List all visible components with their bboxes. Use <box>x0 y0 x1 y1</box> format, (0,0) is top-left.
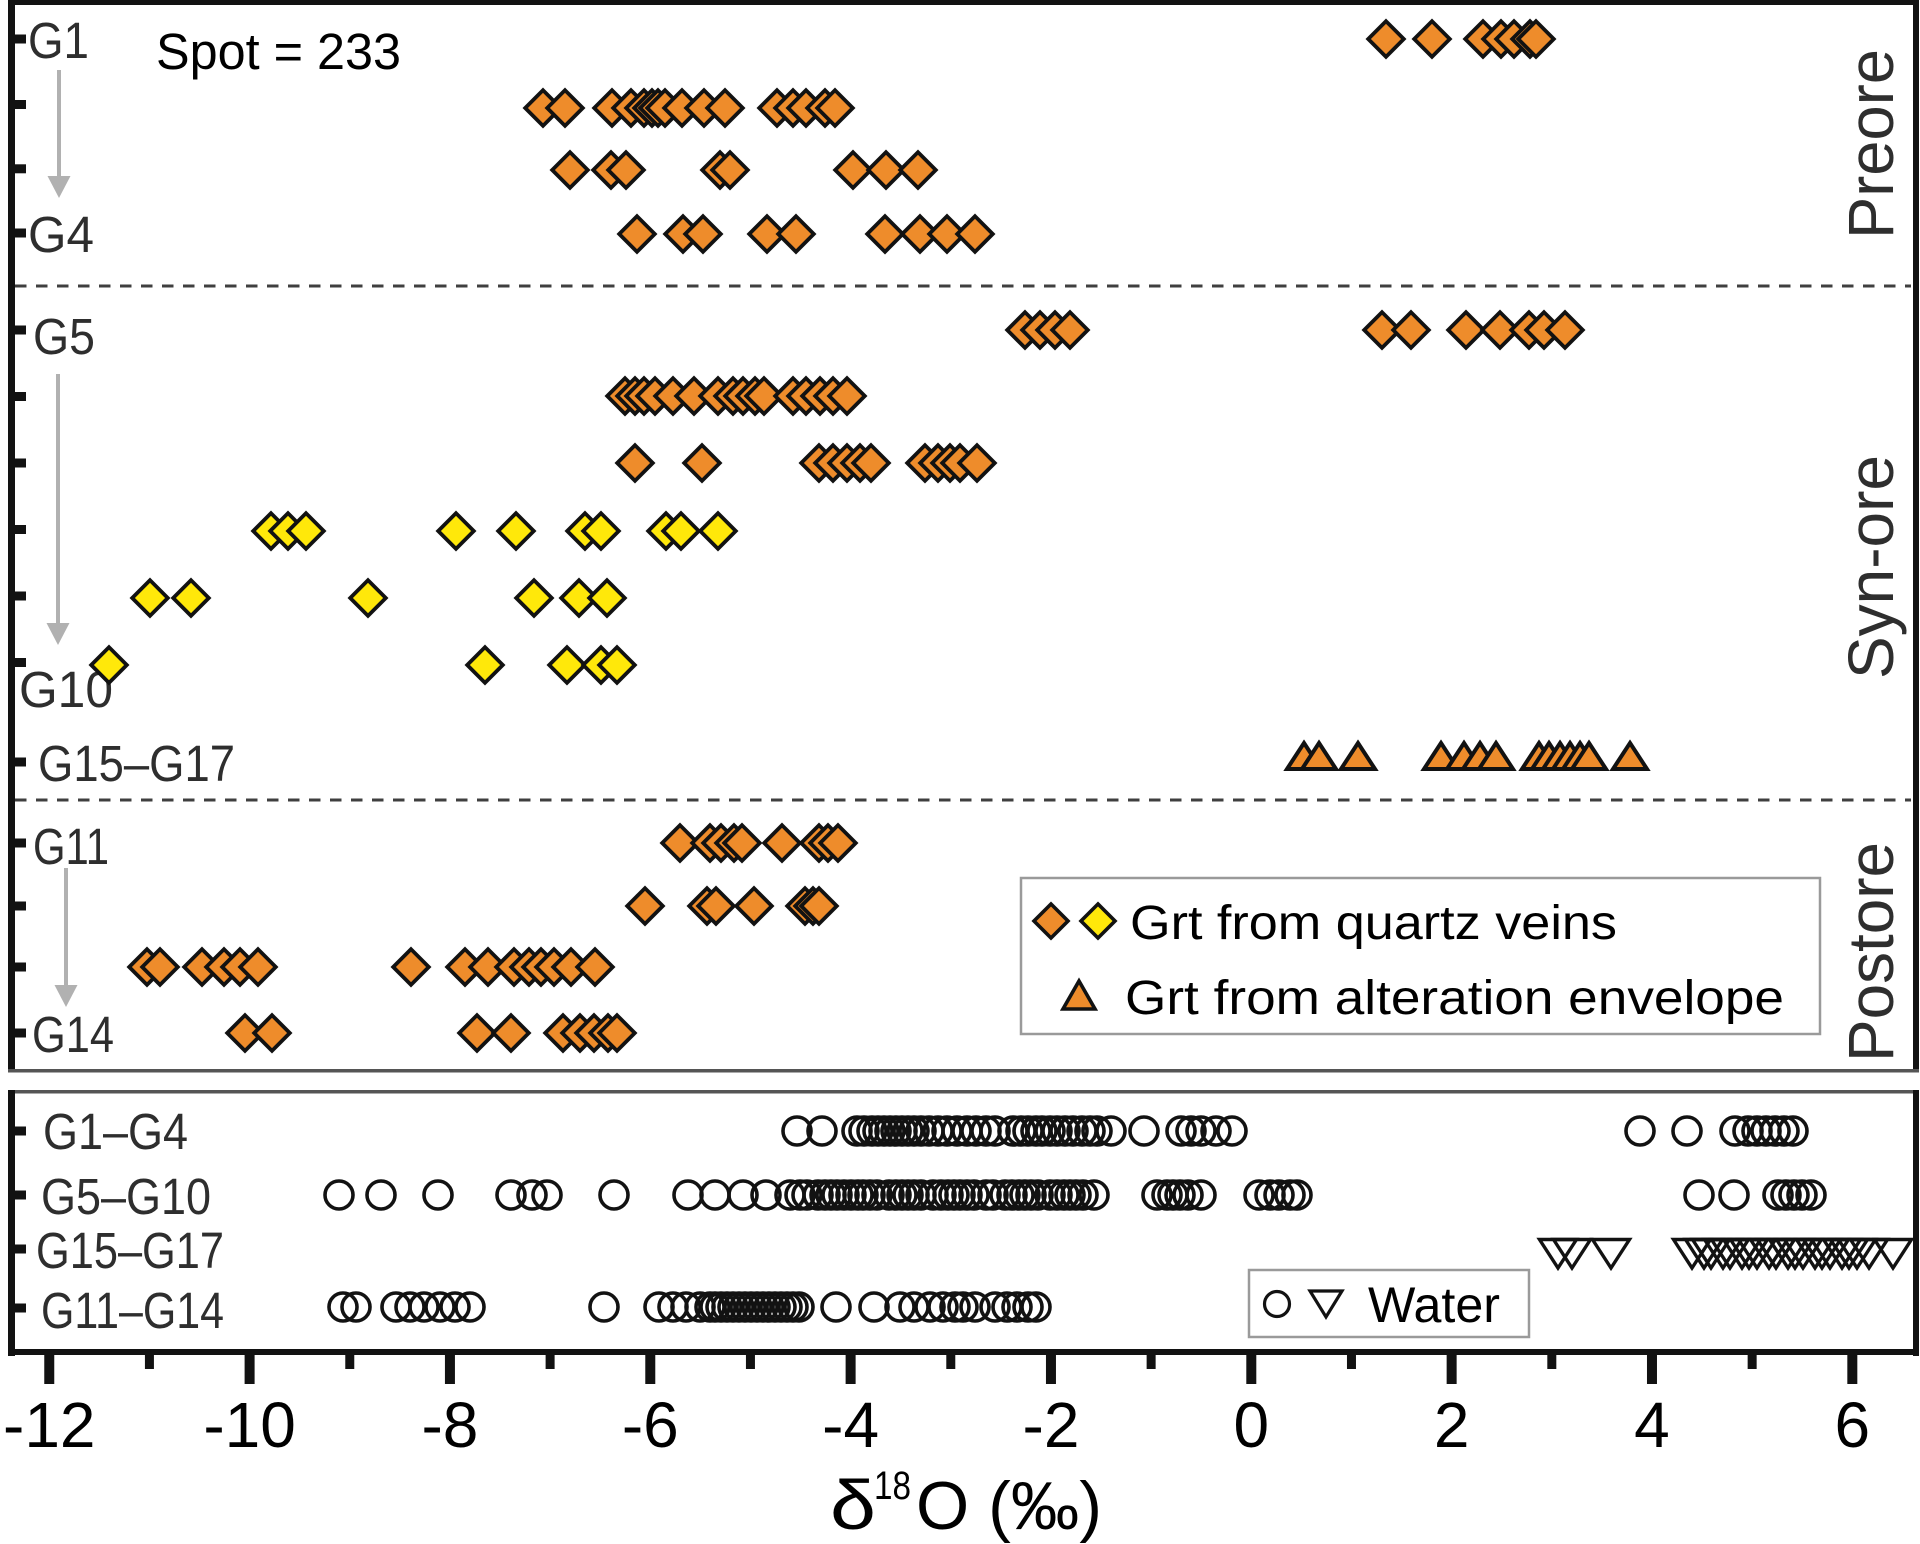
svg-text:G5–G10: G5–G10 <box>41 1168 211 1225</box>
svg-text:Grt from alteration envelope: Grt from alteration envelope <box>1125 972 1784 1025</box>
svg-text:-6: -6 <box>622 1389 679 1461</box>
svg-text:-8: -8 <box>421 1389 478 1461</box>
svg-text:G1: G1 <box>28 12 89 69</box>
svg-text:O (‰): O (‰) <box>916 1468 1102 1544</box>
svg-text:G4: G4 <box>28 206 94 263</box>
svg-text:G11–G14: G11–G14 <box>41 1282 224 1339</box>
svg-text:G5: G5 <box>33 308 95 365</box>
svg-text:-12: -12 <box>3 1389 96 1461</box>
svg-text:G11: G11 <box>33 818 109 875</box>
svg-text:Spot = 233: Spot = 233 <box>156 23 401 80</box>
svg-text:-10: -10 <box>203 1389 296 1461</box>
svg-text:2: 2 <box>1434 1389 1470 1461</box>
svg-text:Postore: Postore <box>1835 842 1907 1062</box>
svg-text:Water: Water <box>1368 1277 1500 1333</box>
svg-text:Preore: Preore <box>1835 49 1907 239</box>
svg-text:Syn-ore: Syn-ore <box>1835 455 1907 679</box>
svg-text:0: 0 <box>1234 1389 1270 1461</box>
svg-text:G15–G17: G15–G17 <box>38 735 235 792</box>
svg-text:G1–G4: G1–G4 <box>43 1103 188 1160</box>
svg-text:Grt from quartz veins: Grt from quartz veins <box>1130 897 1617 950</box>
svg-text:18: 18 <box>874 1464 911 1508</box>
svg-text:6: 6 <box>1835 1389 1871 1461</box>
svg-text:δ: δ <box>830 1466 876 1544</box>
svg-text:4: 4 <box>1634 1389 1670 1461</box>
svg-text:-4: -4 <box>822 1389 879 1461</box>
svg-text:-2: -2 <box>1023 1389 1080 1461</box>
svg-text:G14: G14 <box>32 1006 114 1063</box>
svg-text:G15–G17: G15–G17 <box>36 1222 224 1279</box>
